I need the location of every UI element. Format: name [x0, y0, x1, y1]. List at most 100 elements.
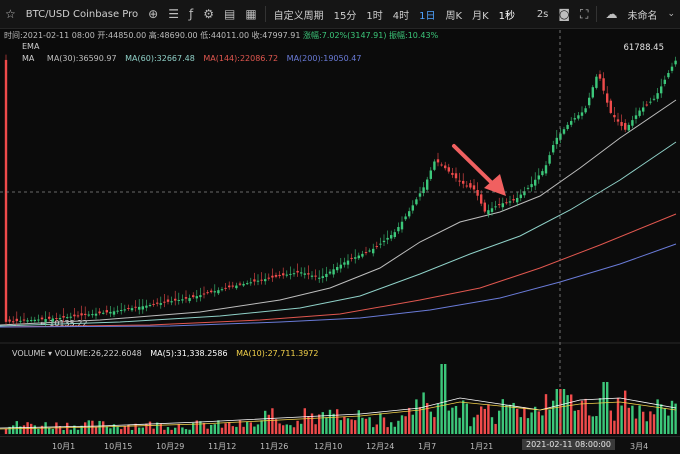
- volume-bar: [220, 427, 224, 434]
- candle-body: [397, 227, 400, 232]
- candle-body: [660, 86, 663, 94]
- candle-body: [588, 97, 591, 106]
- candle-body: [354, 257, 357, 259]
- volume-bar: [494, 423, 497, 434]
- candle-body: [487, 210, 490, 215]
- compare-icon[interactable]: ☰: [168, 7, 179, 21]
- cloud-icon[interactable]: ☁: [605, 7, 618, 21]
- candle-body: [375, 246, 378, 248]
- interval-1h[interactable]: 1时: [366, 10, 383, 22]
- candle-body: [429, 170, 432, 179]
- volume-bar: [30, 423, 33, 434]
- volume-bar: [598, 398, 602, 434]
- interval-1s[interactable]: 1秒: [498, 10, 516, 22]
- candle-body: [80, 313, 83, 316]
- volume-bar: [33, 425, 36, 434]
- candle-body: [519, 194, 522, 199]
- candle-body: [638, 110, 641, 116]
- chevron-down-icon[interactable]: ⌄: [667, 9, 675, 19]
- indicator-icon[interactable]: ƒ: [188, 7, 194, 21]
- interval-4h[interactable]: 4时: [392, 10, 410, 22]
- volume-bar: [112, 424, 116, 434]
- volume-bar: [516, 408, 519, 434]
- candle-body: [181, 299, 184, 301]
- template-icon[interactable]: ▤: [223, 7, 236, 21]
- fullscreen-icon[interactable]: ⛶: [580, 6, 589, 21]
- candle-body: [228, 285, 231, 288]
- candle-body: [670, 66, 674, 71]
- settings-icon[interactable]: ⚙: [203, 7, 214, 21]
- candle-body: [336, 266, 339, 271]
- candle-body: [321, 276, 324, 279]
- candle-body: [418, 193, 422, 197]
- candle-body: [562, 129, 566, 134]
- volume-label[interactable]: VOLUME: [12, 349, 46, 358]
- volume-bar: [627, 407, 630, 434]
- candle-body: [105, 310, 108, 313]
- ma-label[interactable]: MA: [22, 54, 35, 63]
- add-symbol-icon[interactable]: ⊕: [148, 7, 159, 21]
- volume-bar: [296, 420, 299, 434]
- symbol-name[interactable]: BTC/USD Coinbase Pro: [25, 8, 139, 20]
- volume-bar: [145, 423, 148, 434]
- candle-body: [469, 183, 472, 188]
- candle-body: [37, 319, 40, 321]
- candle-body: [649, 101, 652, 103]
- star-icon[interactable]: ☆: [5, 7, 16, 21]
- volume-bar: [501, 399, 504, 434]
- candle-body: [253, 279, 256, 282]
- candle-body: [652, 98, 656, 100]
- volume-bar: [116, 426, 119, 434]
- volume-bar: [660, 404, 663, 434]
- interval-1d[interactable]: 1日: [419, 10, 436, 22]
- volume-info: VOLUME ▾ VOLUME:26,222.6048 MA(5):31,338…: [12, 349, 318, 358]
- candle-body: [440, 164, 443, 166]
- candle-body: [300, 272, 303, 274]
- custom-period-button[interactable]: 自定义周期: [273, 10, 324, 22]
- candle-body: [210, 290, 213, 293]
- candle-body: [537, 175, 540, 180]
- layout-name[interactable]: 未命名: [627, 10, 658, 22]
- volume-bar: [292, 427, 296, 434]
- volume-bar: [656, 399, 659, 434]
- replay-speed[interactable]: 2s: [536, 8, 549, 20]
- volume-dropdown-icon[interactable]: ▾: [48, 349, 55, 358]
- interval-15m[interactable]: 15分: [333, 10, 357, 22]
- volume-bar: [181, 427, 184, 434]
- volume-bar: [166, 427, 170, 434]
- volume-bar: [314, 424, 317, 434]
- candle-body: [559, 133, 562, 140]
- camera-icon[interactable]: ◙: [558, 7, 571, 21]
- volume-bar: [105, 426, 108, 434]
- volume-bar: [289, 425, 292, 434]
- volume-bar: [141, 427, 144, 434]
- volume-bar: [195, 420, 198, 434]
- candle-body: [350, 257, 353, 259]
- volume-bar: [199, 421, 202, 434]
- candle-body: [231, 285, 234, 287]
- toolbar: ☆ BTC/USD Coinbase Pro ⊕ ☰ ƒ ⚙ ▤ ▦ 自定义周期…: [0, 0, 680, 29]
- candle-body: [465, 185, 468, 187]
- volume-bar: [66, 422, 69, 434]
- interval-month[interactable]: 月K: [472, 10, 489, 22]
- candle-body: [134, 306, 137, 308]
- interval-week[interactable]: 周K: [445, 10, 463, 22]
- volume-bar: [80, 425, 83, 434]
- volume-bar: [415, 399, 418, 434]
- toolbar-divider: [264, 6, 266, 22]
- ema-indicator-label[interactable]: EMA: [22, 42, 40, 51]
- volume-bar: [573, 410, 576, 434]
- candle-body: [411, 205, 414, 211]
- candle-body: [12, 321, 15, 323]
- candle-body: [138, 306, 141, 310]
- candle-body: [94, 313, 98, 316]
- candle-body: [4, 59, 8, 322]
- volume-bar: [555, 389, 558, 434]
- candle-body: [98, 311, 101, 314]
- layout-icon[interactable]: ▦: [245, 7, 257, 21]
- candle-body: [141, 306, 144, 310]
- candle-body: [73, 314, 76, 317]
- volume-bar: [631, 405, 634, 434]
